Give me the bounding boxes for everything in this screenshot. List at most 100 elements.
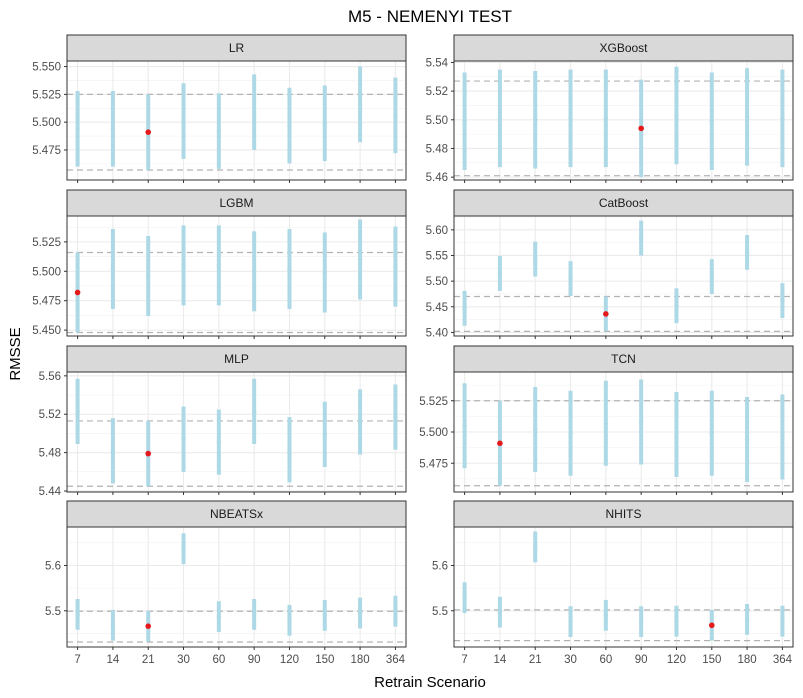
x-tick-label: 150 — [315, 654, 334, 666]
x-tick-label: 21 — [142, 654, 155, 666]
mean-point-21 — [533, 427, 538, 432]
mean-point-60 — [603, 116, 609, 121]
mean-point-60 — [216, 263, 222, 268]
mean-point-90 — [251, 409, 257, 414]
panel-nhits: NHITS 5.5 5.6 — [432, 500, 794, 650]
mean-point-364 — [393, 264, 398, 269]
mean-point-180 — [357, 102, 363, 107]
mean-point-30 — [181, 546, 186, 551]
x-tick-label: 120 — [667, 654, 686, 666]
mean-point-14 — [110, 623, 116, 628]
x-tick-label: 30 — [564, 654, 577, 666]
strip-background — [453, 345, 794, 373]
best-mean-point — [708, 622, 715, 629]
mean-point-120 — [287, 447, 292, 452]
x-tick-label: 21 — [529, 654, 542, 666]
mean-point-180 — [744, 114, 750, 120]
mean-point-21 — [533, 544, 538, 550]
y-tick-label: 5.450 — [32, 325, 61, 337]
mean-point-120 — [674, 432, 679, 437]
x-axis-title: Retrain Scenario — [374, 674, 486, 691]
strip-label: NHITS — [606, 507, 642, 521]
mean-point-150 — [322, 432, 327, 437]
best-mean-point — [638, 125, 644, 132]
y-tick-label: 5.525 — [32, 89, 61, 101]
mean-point-30 — [568, 116, 573, 121]
strip-background — [453, 34, 794, 62]
y-tick-label: 5.6 — [45, 560, 61, 572]
strip-background — [66, 34, 407, 62]
panel-lr: LR 5.475 5.500 5.525 5.550 — [32, 34, 407, 183]
interval-series — [462, 220, 785, 332]
y-tick-label: 5.500 — [32, 117, 61, 129]
mean-point-364 — [780, 434, 785, 440]
panel-border — [453, 371, 794, 493]
panel-border — [453, 215, 794, 337]
y-tick-label: 5.52 — [426, 86, 448, 98]
best-mean-point — [603, 311, 609, 317]
mean-point-120 — [287, 266, 292, 272]
panel-background — [67, 61, 406, 180]
panel-mlp: MLP 5.44 5.48 5.52 5.56 — [39, 345, 407, 498]
strip-background — [453, 500, 794, 528]
mean-point-14 — [497, 116, 503, 121]
y-tick-label: 5.475 — [32, 296, 61, 308]
mean-point-90 — [251, 612, 257, 617]
x-tick-label: 14 — [494, 654, 507, 666]
panel-border — [66, 526, 407, 648]
mean-point-30 — [181, 118, 186, 124]
y-tick-label: 5.500 — [32, 266, 61, 278]
mean-point-364 — [780, 116, 785, 121]
interval-series — [75, 66, 398, 170]
panel-xgboost: XGBoost 5.46 5.48 5.50 5.52 5.54 — [426, 34, 794, 184]
mean-point-150 — [709, 119, 714, 124]
mean-point-364 — [780, 618, 785, 624]
y-tick-label: 5.50 — [426, 276, 448, 288]
mean-point-60 — [216, 439, 222, 445]
mean-point-7 — [75, 612, 80, 617]
mean-point-30 — [568, 276, 573, 281]
y-tick-label: 5.48 — [426, 143, 448, 155]
panel-background — [454, 61, 793, 180]
mean-point-14 — [497, 271, 503, 276]
mean-point-150 — [322, 613, 327, 618]
x-tick-label: 7 — [74, 654, 80, 666]
y-tick-label: 5.44 — [39, 486, 62, 498]
mean-point-60 — [216, 128, 222, 134]
x-tick-label: 60 — [599, 654, 612, 666]
y-tick-label: 5.525 — [32, 237, 61, 249]
y-tick-label: 5.475 — [32, 145, 61, 157]
x-tick-label: 90 — [635, 654, 648, 666]
panel-catboost: CatBoost 5.40 5.45 5.50 5.55 5.60 — [426, 189, 794, 339]
panel-border — [66, 215, 407, 337]
y-tick-label: 5.475 — [419, 458, 448, 470]
panel-border — [453, 60, 794, 181]
y-tick-label: 5.500 — [419, 427, 448, 439]
mean-point-150 — [709, 431, 714, 436]
mean-point-7 — [75, 409, 80, 414]
interval-series — [74, 219, 398, 333]
mean-point-120 — [674, 618, 679, 624]
mean-point-364 — [780, 298, 785, 303]
mean-point-30 — [181, 437, 186, 442]
y-tick-label: 5.56 — [39, 371, 61, 383]
strip-background — [66, 189, 407, 217]
facet-panels: LR 5.475 5.500 5.525 5.550 XGBoost 5.46 5.48 5.5… — [32, 34, 794, 650]
y-tick-label: 5.54 — [426, 57, 449, 69]
strip-label: XGBoost — [599, 41, 648, 55]
mean-point-90 — [251, 109, 257, 115]
y-tick-label: 5.40 — [426, 327, 448, 339]
x-tick-label: 364 — [386, 654, 406, 666]
strip-label: LGBM — [219, 196, 253, 210]
best-mean-point — [74, 289, 81, 296]
strip-background — [66, 345, 407, 373]
y-tick-label: 5.45 — [426, 302, 448, 314]
mean-point-60 — [603, 421, 609, 426]
chart-title: M5 - NEMENYI TEST — [348, 7, 512, 26]
mean-point-90 — [638, 235, 644, 241]
panel-border — [453, 526, 794, 648]
panel-background — [67, 372, 406, 492]
x-axis-ticks: 7 14 21 30 60 90 120 150 180 364 7 14 21 30 60 90 120 150… — [74, 654, 792, 666]
mean-point-364 — [393, 609, 398, 614]
